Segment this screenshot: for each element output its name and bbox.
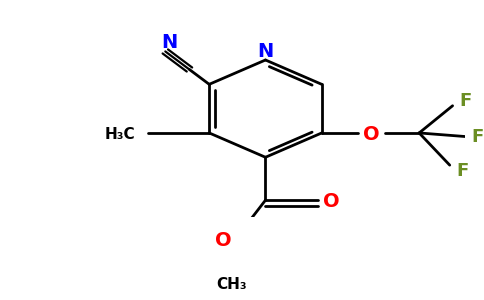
Text: H₃C: H₃C	[105, 127, 136, 142]
Text: CH₃: CH₃	[217, 277, 247, 292]
Text: O: O	[215, 231, 232, 250]
Text: N: N	[257, 42, 273, 61]
Text: F: F	[471, 128, 484, 146]
Text: F: F	[456, 162, 468, 180]
Text: F: F	[459, 92, 471, 110]
Text: O: O	[363, 125, 380, 144]
Text: N: N	[161, 33, 177, 52]
Text: O: O	[323, 192, 340, 211]
